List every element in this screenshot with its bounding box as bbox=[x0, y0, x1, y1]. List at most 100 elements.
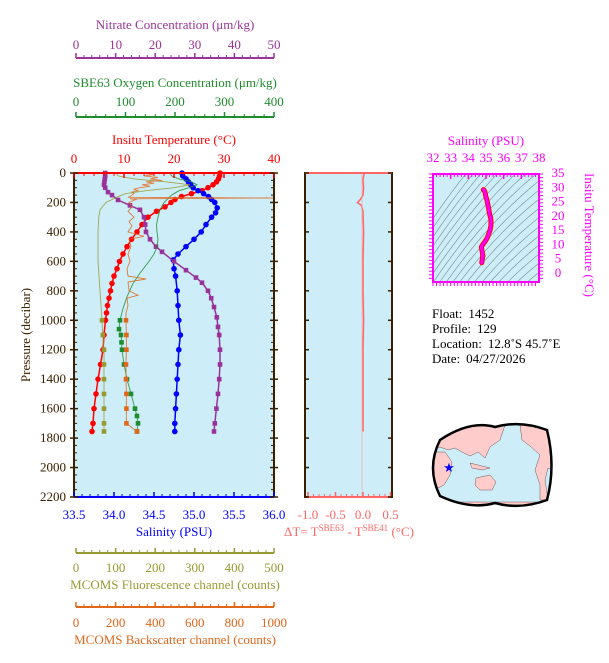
temperature-data-point bbox=[124, 243, 130, 250]
delta-t-axis-title: ΔT= TSBE63 - TSBE41 (°C) bbox=[284, 523, 414, 539]
salinity-data-point bbox=[172, 420, 178, 427]
temperature-data-point bbox=[134, 229, 140, 235]
salinity-data-point bbox=[175, 361, 181, 368]
oxygen-tick-label: 0 bbox=[73, 94, 80, 109]
salinity-data-point bbox=[191, 236, 197, 243]
fluorescence-profile-line bbox=[97, 172, 191, 432]
salinity-data-point bbox=[176, 346, 182, 353]
backscatter-data-point bbox=[124, 391, 129, 397]
pressure-tick-label: 1200 bbox=[40, 342, 66, 357]
temperature-data-point bbox=[89, 428, 95, 435]
nitrate-tick-label: 10 bbox=[109, 37, 122, 52]
ts-temperature-tick-label: 5 bbox=[555, 251, 562, 266]
backscatter-tick-label: 600 bbox=[185, 615, 205, 630]
ts_salinity-tick-label: 32 bbox=[427, 150, 440, 165]
nitrate-data-point bbox=[215, 391, 221, 397]
salinity-tick-label: 36.0 bbox=[263, 507, 286, 522]
delta_t-profile-line bbox=[356, 172, 365, 432]
ts-density-contour bbox=[474, 217, 539, 282]
nitrate-data-point bbox=[214, 406, 219, 411]
nitrate-data-point bbox=[142, 222, 148, 227]
temperature-tick-label: 20 bbox=[168, 151, 181, 166]
salinity-data-point bbox=[198, 229, 204, 235]
oxygen-tick-label: 400 bbox=[264, 94, 284, 109]
ts-temperature-axis-title: Insitu Temperature (°C) bbox=[582, 173, 597, 297]
map-outline bbox=[431, 422, 553, 508]
salinity-data-point bbox=[175, 251, 181, 257]
ts-temperature-tick-label: 10 bbox=[552, 236, 565, 251]
ts-density-contour bbox=[433, 174, 526, 282]
fluorescence-data-point bbox=[101, 362, 107, 367]
ts_salinity-tick-label: 38 bbox=[533, 150, 546, 165]
temperature-tick-label: 40 bbox=[268, 151, 281, 166]
temperature-axis-title: Insitu Temperature (°C) bbox=[112, 132, 236, 147]
fluorescence-data-point bbox=[101, 376, 107, 382]
salinity-data-point bbox=[195, 187, 201, 194]
salinity-data-point bbox=[177, 332, 184, 338]
salinity-tick-label: 34.5 bbox=[143, 507, 166, 522]
ts-temperature-tick-label: 20 bbox=[552, 208, 565, 223]
pressure-tick-label: 200 bbox=[47, 194, 67, 209]
salinity-data-point bbox=[176, 317, 182, 324]
oxygen-data-point bbox=[135, 421, 141, 426]
map-land-americas bbox=[519, 424, 552, 501]
nitrate-data-point bbox=[212, 421, 218, 426]
backscatter-tick-label: 800 bbox=[225, 615, 245, 630]
nitrate-data-point bbox=[147, 236, 153, 242]
pressure-tick-label: 1000 bbox=[40, 312, 66, 327]
map-land-indonesia bbox=[469, 462, 491, 471]
ts-density-contour bbox=[466, 207, 539, 282]
backscatter-data-point bbox=[124, 347, 129, 353]
svg-text:Date:04/27/2026: Date: 04/27/2026 bbox=[432, 351, 526, 366]
ts-temperature-tick-label: 35 bbox=[552, 165, 565, 180]
temperature-data-point bbox=[145, 214, 151, 220]
oxygen-data-point bbox=[134, 413, 140, 419]
fluorescence-tick-label: 0 bbox=[73, 560, 80, 575]
fluorescence-data-point bbox=[101, 406, 107, 411]
salinity-axis-title: Salinity (PSU) bbox=[136, 524, 212, 539]
nitrate-data-point bbox=[141, 214, 147, 220]
temperature-data-point bbox=[210, 181, 216, 188]
oxygen-data-point bbox=[119, 347, 125, 353]
ts_salinity-tick-label: 37 bbox=[515, 150, 529, 165]
ts_salinity-tick-label: 36 bbox=[497, 150, 511, 165]
temperature-data-point bbox=[93, 391, 99, 397]
temperature-data-point bbox=[106, 295, 112, 301]
pressure-tick-label: 800 bbox=[47, 283, 67, 298]
nitrate-data-point bbox=[217, 362, 223, 367]
world-map: ★ bbox=[431, 422, 553, 508]
backscatter-tick-label: 0 bbox=[73, 615, 80, 630]
nitrate-data-point bbox=[102, 176, 108, 182]
float-id: 1452 bbox=[468, 306, 494, 321]
temperature-data-point bbox=[103, 310, 110, 316]
salinity-data-point bbox=[214, 205, 220, 211]
ts-temperature-tick-label: 25 bbox=[552, 194, 565, 209]
temperature-data-point bbox=[91, 405, 97, 412]
nitrate-tick-label: 20 bbox=[149, 37, 162, 52]
svg-text:Location:12.8˚S 45.7˚E: Location: 12.8˚S 45.7˚E bbox=[432, 336, 560, 351]
salinity-data-point bbox=[174, 288, 180, 294]
backscatter-data-point bbox=[123, 362, 129, 367]
temperature-data-point bbox=[116, 258, 123, 265]
nitrate-data-point bbox=[137, 207, 143, 213]
nitrate-data-point bbox=[159, 249, 165, 255]
temperature-data-point bbox=[104, 302, 111, 309]
temperature-data-point bbox=[188, 190, 195, 197]
temperature-tick-label: 30 bbox=[218, 151, 231, 166]
nitrate-data-point bbox=[216, 376, 222, 382]
oxygen-data-point bbox=[116, 326, 122, 332]
salinity-data-point bbox=[173, 391, 180, 397]
temperature-tick-label: 10 bbox=[118, 151, 131, 166]
main-plot-area bbox=[74, 173, 274, 497]
temperature-data-point bbox=[153, 208, 160, 215]
delta-t-axes: -1.0 -0.5 0.0 0.5 bbox=[298, 172, 399, 522]
delta-t-plot-area bbox=[305, 173, 392, 497]
temperature-data-point bbox=[107, 288, 114, 294]
oxygen-data-point bbox=[119, 340, 124, 345]
salinity-data-point bbox=[175, 302, 181, 309]
salinity-data-point bbox=[203, 221, 209, 228]
nitrate-data-point bbox=[102, 173, 108, 179]
salinity-tick-label: 35.5 bbox=[223, 507, 246, 522]
delta-t-series-layer bbox=[356, 172, 365, 432]
fluorescence-tick-label: 500 bbox=[264, 560, 284, 575]
